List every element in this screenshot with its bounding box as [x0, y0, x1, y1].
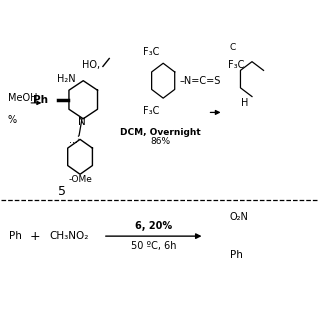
- Text: 5: 5: [58, 185, 66, 198]
- Text: F₃C: F₃C: [142, 106, 159, 116]
- Text: DCM, Overnight: DCM, Overnight: [120, 128, 200, 137]
- Text: +: +: [29, 230, 40, 243]
- Text: N: N: [78, 117, 85, 127]
- Text: H₂N: H₂N: [57, 74, 76, 84]
- Text: C: C: [230, 43, 236, 52]
- Text: –N=C=S: –N=C=S: [179, 76, 220, 86]
- Text: -OMe: -OMe: [68, 175, 92, 184]
- Text: F₃C: F₃C: [228, 60, 244, 70]
- Text: CH₃NO₂: CH₃NO₂: [49, 231, 88, 241]
- Text: F₃C: F₃C: [142, 47, 159, 57]
- Text: Ph: Ph: [33, 95, 48, 105]
- Text: 50 ºC, 6h: 50 ºC, 6h: [131, 241, 176, 251]
- Text: O₂N: O₂N: [230, 212, 249, 222]
- Text: 86%: 86%: [150, 137, 170, 146]
- Text: HO,: HO,: [82, 60, 100, 70]
- Text: %: %: [8, 115, 17, 125]
- Text: 6, 20%: 6, 20%: [135, 221, 172, 231]
- Text: Ph: Ph: [230, 250, 243, 260]
- Text: Ph: Ph: [9, 231, 22, 241]
- Text: ···: ···: [69, 139, 78, 148]
- Text: H: H: [241, 98, 248, 108]
- Text: MeOH: MeOH: [8, 93, 37, 103]
